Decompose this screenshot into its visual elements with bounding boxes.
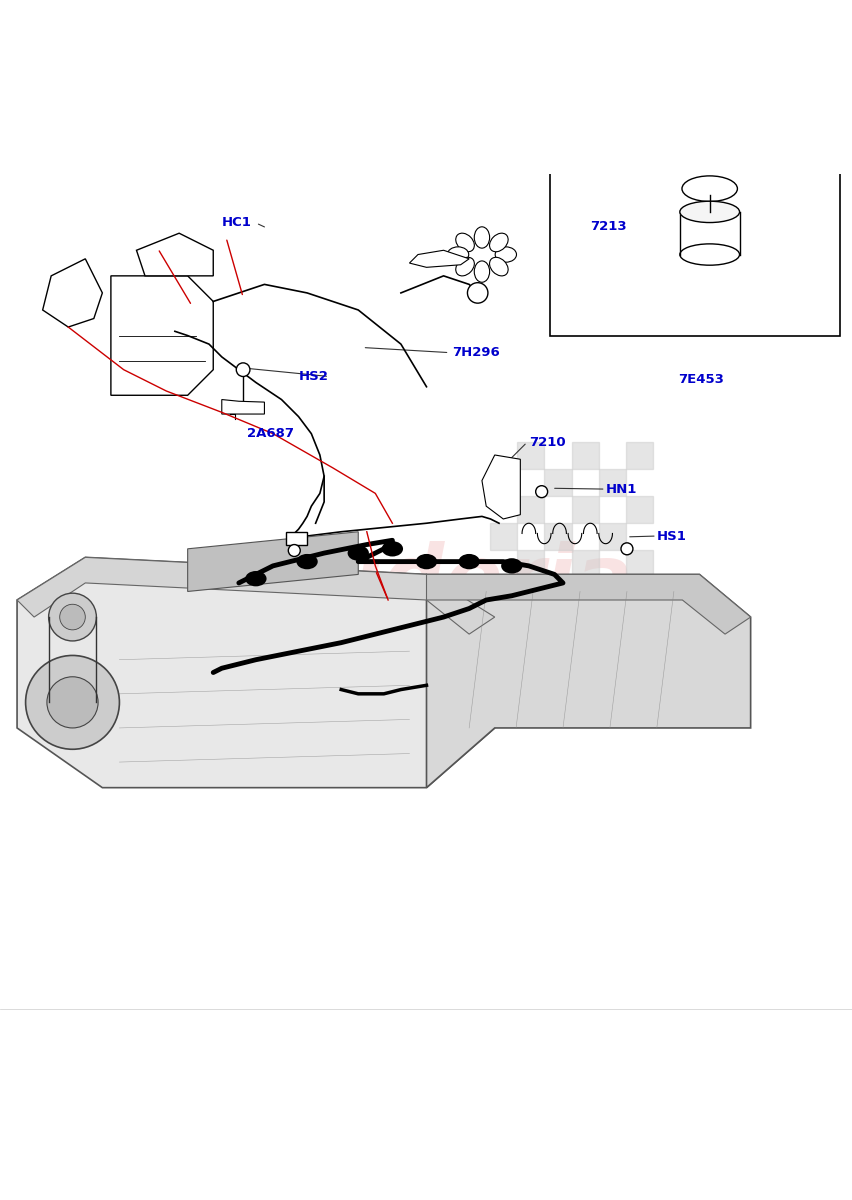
Ellipse shape [474,260,489,282]
Circle shape [47,677,98,728]
Circle shape [288,545,300,557]
Circle shape [535,486,547,498]
Bar [285,532,307,545]
Circle shape [236,362,250,377]
Polygon shape [111,276,213,395]
Text: scuderia: scuderia [219,541,633,624]
Text: HS1: HS1 [656,529,686,542]
Ellipse shape [347,546,368,560]
Text: 7213: 7213 [590,220,626,233]
Bar [517,551,544,577]
Polygon shape [17,557,494,634]
Ellipse shape [245,571,266,587]
Ellipse shape [682,176,736,202]
Ellipse shape [455,257,474,276]
Bar [544,469,571,497]
Bar [598,469,625,497]
Circle shape [26,655,119,749]
Text: HS2: HS2 [298,370,328,383]
Bar [490,577,517,605]
Ellipse shape [489,257,508,276]
Ellipse shape [455,233,474,252]
Polygon shape [43,259,102,328]
Bar [550,156,839,336]
Polygon shape [409,251,469,268]
Ellipse shape [679,202,739,222]
Bar [544,523,571,551]
Polygon shape [187,532,358,592]
Text: car parts: car parts [320,616,532,661]
Bar [571,551,598,577]
Bar [517,442,544,469]
Circle shape [620,542,632,554]
Bar [598,577,625,605]
Ellipse shape [458,554,480,569]
Bar [571,442,598,469]
Bar [490,523,517,551]
Bar [571,497,598,523]
Polygon shape [222,400,264,414]
Bar [544,577,571,605]
Text: 7E453: 7E453 [677,373,723,386]
Bar [625,442,652,469]
Bar [625,497,652,523]
Polygon shape [426,575,750,787]
Circle shape [49,593,96,641]
Text: HN1: HN1 [605,482,636,496]
Bar [517,497,544,523]
Polygon shape [17,557,494,787]
Text: 7H296: 7H296 [452,346,499,359]
Bar [625,551,652,577]
Polygon shape [481,455,520,518]
Text: HC1: HC1 [222,216,251,229]
Ellipse shape [381,541,403,557]
Text: 7210: 7210 [528,436,565,449]
Ellipse shape [296,554,317,569]
Ellipse shape [494,247,515,263]
Ellipse shape [500,558,521,574]
Text: 2A687: 2A687 [247,427,294,440]
Polygon shape [136,233,213,276]
Bar [598,523,625,551]
Circle shape [60,605,85,630]
Polygon shape [426,575,750,634]
Ellipse shape [474,227,489,248]
Ellipse shape [416,554,437,569]
Bar [490,469,517,497]
Circle shape [467,283,487,304]
Ellipse shape [679,244,739,265]
Ellipse shape [446,247,468,263]
Ellipse shape [489,233,508,252]
